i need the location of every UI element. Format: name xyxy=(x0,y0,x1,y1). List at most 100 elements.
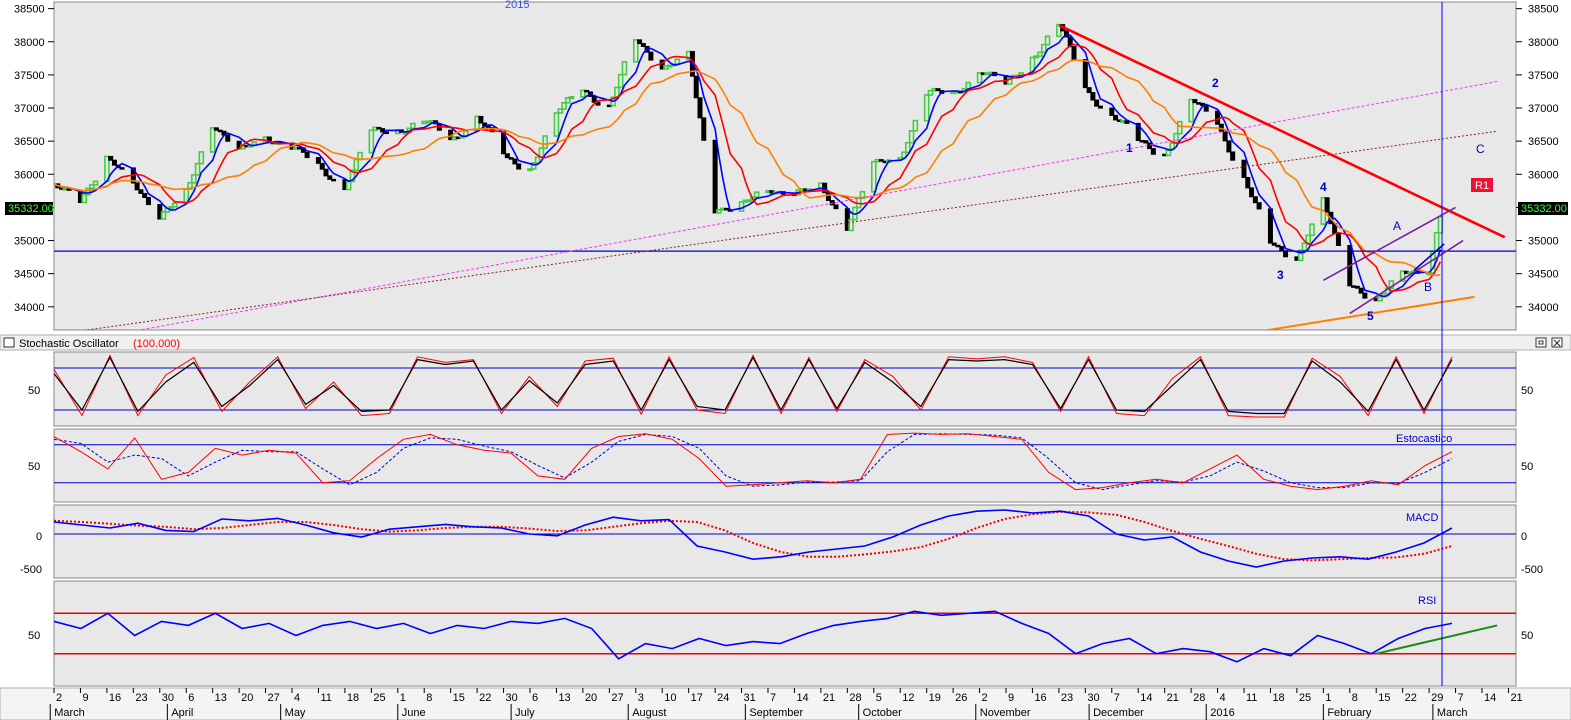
macd-signal-line xyxy=(54,510,1453,562)
price-bar-down xyxy=(489,127,495,133)
price-bar-down xyxy=(1256,202,1262,210)
month-label: November xyxy=(980,707,1031,719)
price-bar-up xyxy=(209,127,216,153)
price-bar-down xyxy=(145,196,151,206)
day-tick-label: 20 xyxy=(241,692,253,704)
price-bar-up xyxy=(923,94,930,122)
rsi-tick-50-left: 50 xyxy=(28,630,40,642)
price-bar-down xyxy=(1199,102,1205,106)
price-bar-up xyxy=(410,122,416,130)
price-bar-up xyxy=(564,97,571,104)
stochastic-title-bar xyxy=(0,334,1571,351)
day-tick-label: 6 xyxy=(532,692,538,704)
price-bar-up xyxy=(542,135,548,149)
price-bar-up xyxy=(927,89,934,96)
day-tick-label: 1 xyxy=(400,692,406,704)
price-bar-down xyxy=(584,89,590,93)
day-tick-label: 8 xyxy=(426,692,432,704)
price-bar-down xyxy=(712,139,718,214)
day-tick-label: 17 xyxy=(691,692,703,704)
orange-support-trendline xyxy=(1262,295,1475,330)
price-bar-up xyxy=(1006,77,1013,85)
day-tick-label: 29 xyxy=(1431,692,1443,704)
price-badge-left xyxy=(5,202,53,215)
price-bar-down xyxy=(648,51,654,61)
price-bar-up xyxy=(1309,223,1315,237)
est-tick-50-left: 50 xyxy=(28,461,40,473)
wave-label-a: A xyxy=(1393,219,1401,233)
day-tick-label: 15 xyxy=(1378,692,1390,704)
price-bar-up xyxy=(190,174,197,184)
wave-label-5: 5 xyxy=(1367,309,1374,323)
time-axis: 2 9 16 23 30 6 13 20 27 4 11 18 25 1 8 15 22 30 6 13 20 27 3 10… xyxy=(49,688,1523,720)
price-bar-down xyxy=(1150,148,1156,155)
month-label: March xyxy=(1437,707,1468,719)
y-tick-label-right: 37500 xyxy=(1528,70,1559,82)
y-tick-label-right: 36000 xyxy=(1528,169,1559,181)
price-bar-down xyxy=(1230,151,1236,161)
month-label: March xyxy=(54,707,85,719)
price-bar-down xyxy=(516,163,522,170)
price-bar-down xyxy=(319,162,325,170)
price-bar-up xyxy=(1176,120,1183,135)
rsi-tick-50-right: 50 xyxy=(1521,630,1533,642)
price-bar-up xyxy=(1029,56,1036,74)
price-bar-up xyxy=(530,162,537,170)
price-bar-up xyxy=(198,151,205,165)
price-bar-up xyxy=(160,211,167,220)
y-tick-label-left: 34500 xyxy=(14,269,45,281)
day-tick-label: 9 xyxy=(82,692,88,704)
price-bar-up xyxy=(568,96,575,100)
macd-panel xyxy=(53,504,1517,579)
price-bar-down xyxy=(478,115,484,124)
price-bar-down xyxy=(142,192,148,198)
day-tick-label: 31 xyxy=(744,692,756,704)
price-bar-down xyxy=(1335,232,1341,246)
price-bar-down xyxy=(1203,104,1209,112)
price-bar-down xyxy=(1143,140,1149,144)
day-tick-label: 27 xyxy=(611,692,623,704)
day-tick-label: 1 xyxy=(1325,692,1331,704)
month-label: June xyxy=(402,707,426,719)
day-tick-label: 18 xyxy=(1272,692,1284,704)
price-bar-up xyxy=(912,119,919,132)
price-bar-down xyxy=(1222,130,1228,142)
month-label: October xyxy=(863,707,902,719)
day-tick-label: 24 xyxy=(717,692,729,704)
day-tick-label: 14 xyxy=(1140,692,1152,704)
price-bar-up xyxy=(187,181,193,190)
day-tick-label: 25 xyxy=(1299,692,1311,704)
wave-label-c: C xyxy=(1476,142,1485,156)
y-tick-label-right: 37000 xyxy=(1528,103,1559,115)
month-label: May xyxy=(285,707,306,719)
wave-label-b: B xyxy=(1424,280,1432,294)
price-bar-down xyxy=(1097,105,1103,109)
price-bar-down xyxy=(327,175,333,180)
month-label: February xyxy=(1327,707,1372,719)
price-bar-down xyxy=(1094,99,1100,107)
price-bar-up xyxy=(848,218,854,232)
price-bar-up xyxy=(1165,148,1172,157)
y-tick-label-right: 36500 xyxy=(1528,136,1559,148)
day-tick-label: 8 xyxy=(1352,692,1358,704)
price-bar-down xyxy=(1086,87,1092,94)
price-bar-down xyxy=(138,189,144,194)
macd-tick-0-right: 0 xyxy=(1521,531,1527,543)
price-bar-down xyxy=(1082,59,1088,89)
price-plot-area xyxy=(54,23,1516,330)
panel-restore-icon[interactable] xyxy=(3,337,15,348)
stoch-tick-50-right: 50 xyxy=(1521,385,1533,397)
maximize-icon[interactable] xyxy=(1535,337,1547,348)
price-bar-down xyxy=(213,127,219,131)
day-tick-label: 28 xyxy=(849,692,861,704)
price-bar-down xyxy=(829,200,835,206)
stochastic-d-line xyxy=(54,356,1453,415)
price-bar-down xyxy=(693,75,699,99)
y-tick-label-left: 38000 xyxy=(14,37,45,49)
wave-label-1: 1 xyxy=(1126,141,1133,155)
day-tick-label: 21 xyxy=(1510,692,1522,704)
day-tick-label: 2 xyxy=(982,692,988,704)
stoch-tick-50-left: 50 xyxy=(28,385,40,397)
est-tick-50-right: 50 xyxy=(1521,461,1533,473)
day-tick-label: 9 xyxy=(1008,692,1014,704)
